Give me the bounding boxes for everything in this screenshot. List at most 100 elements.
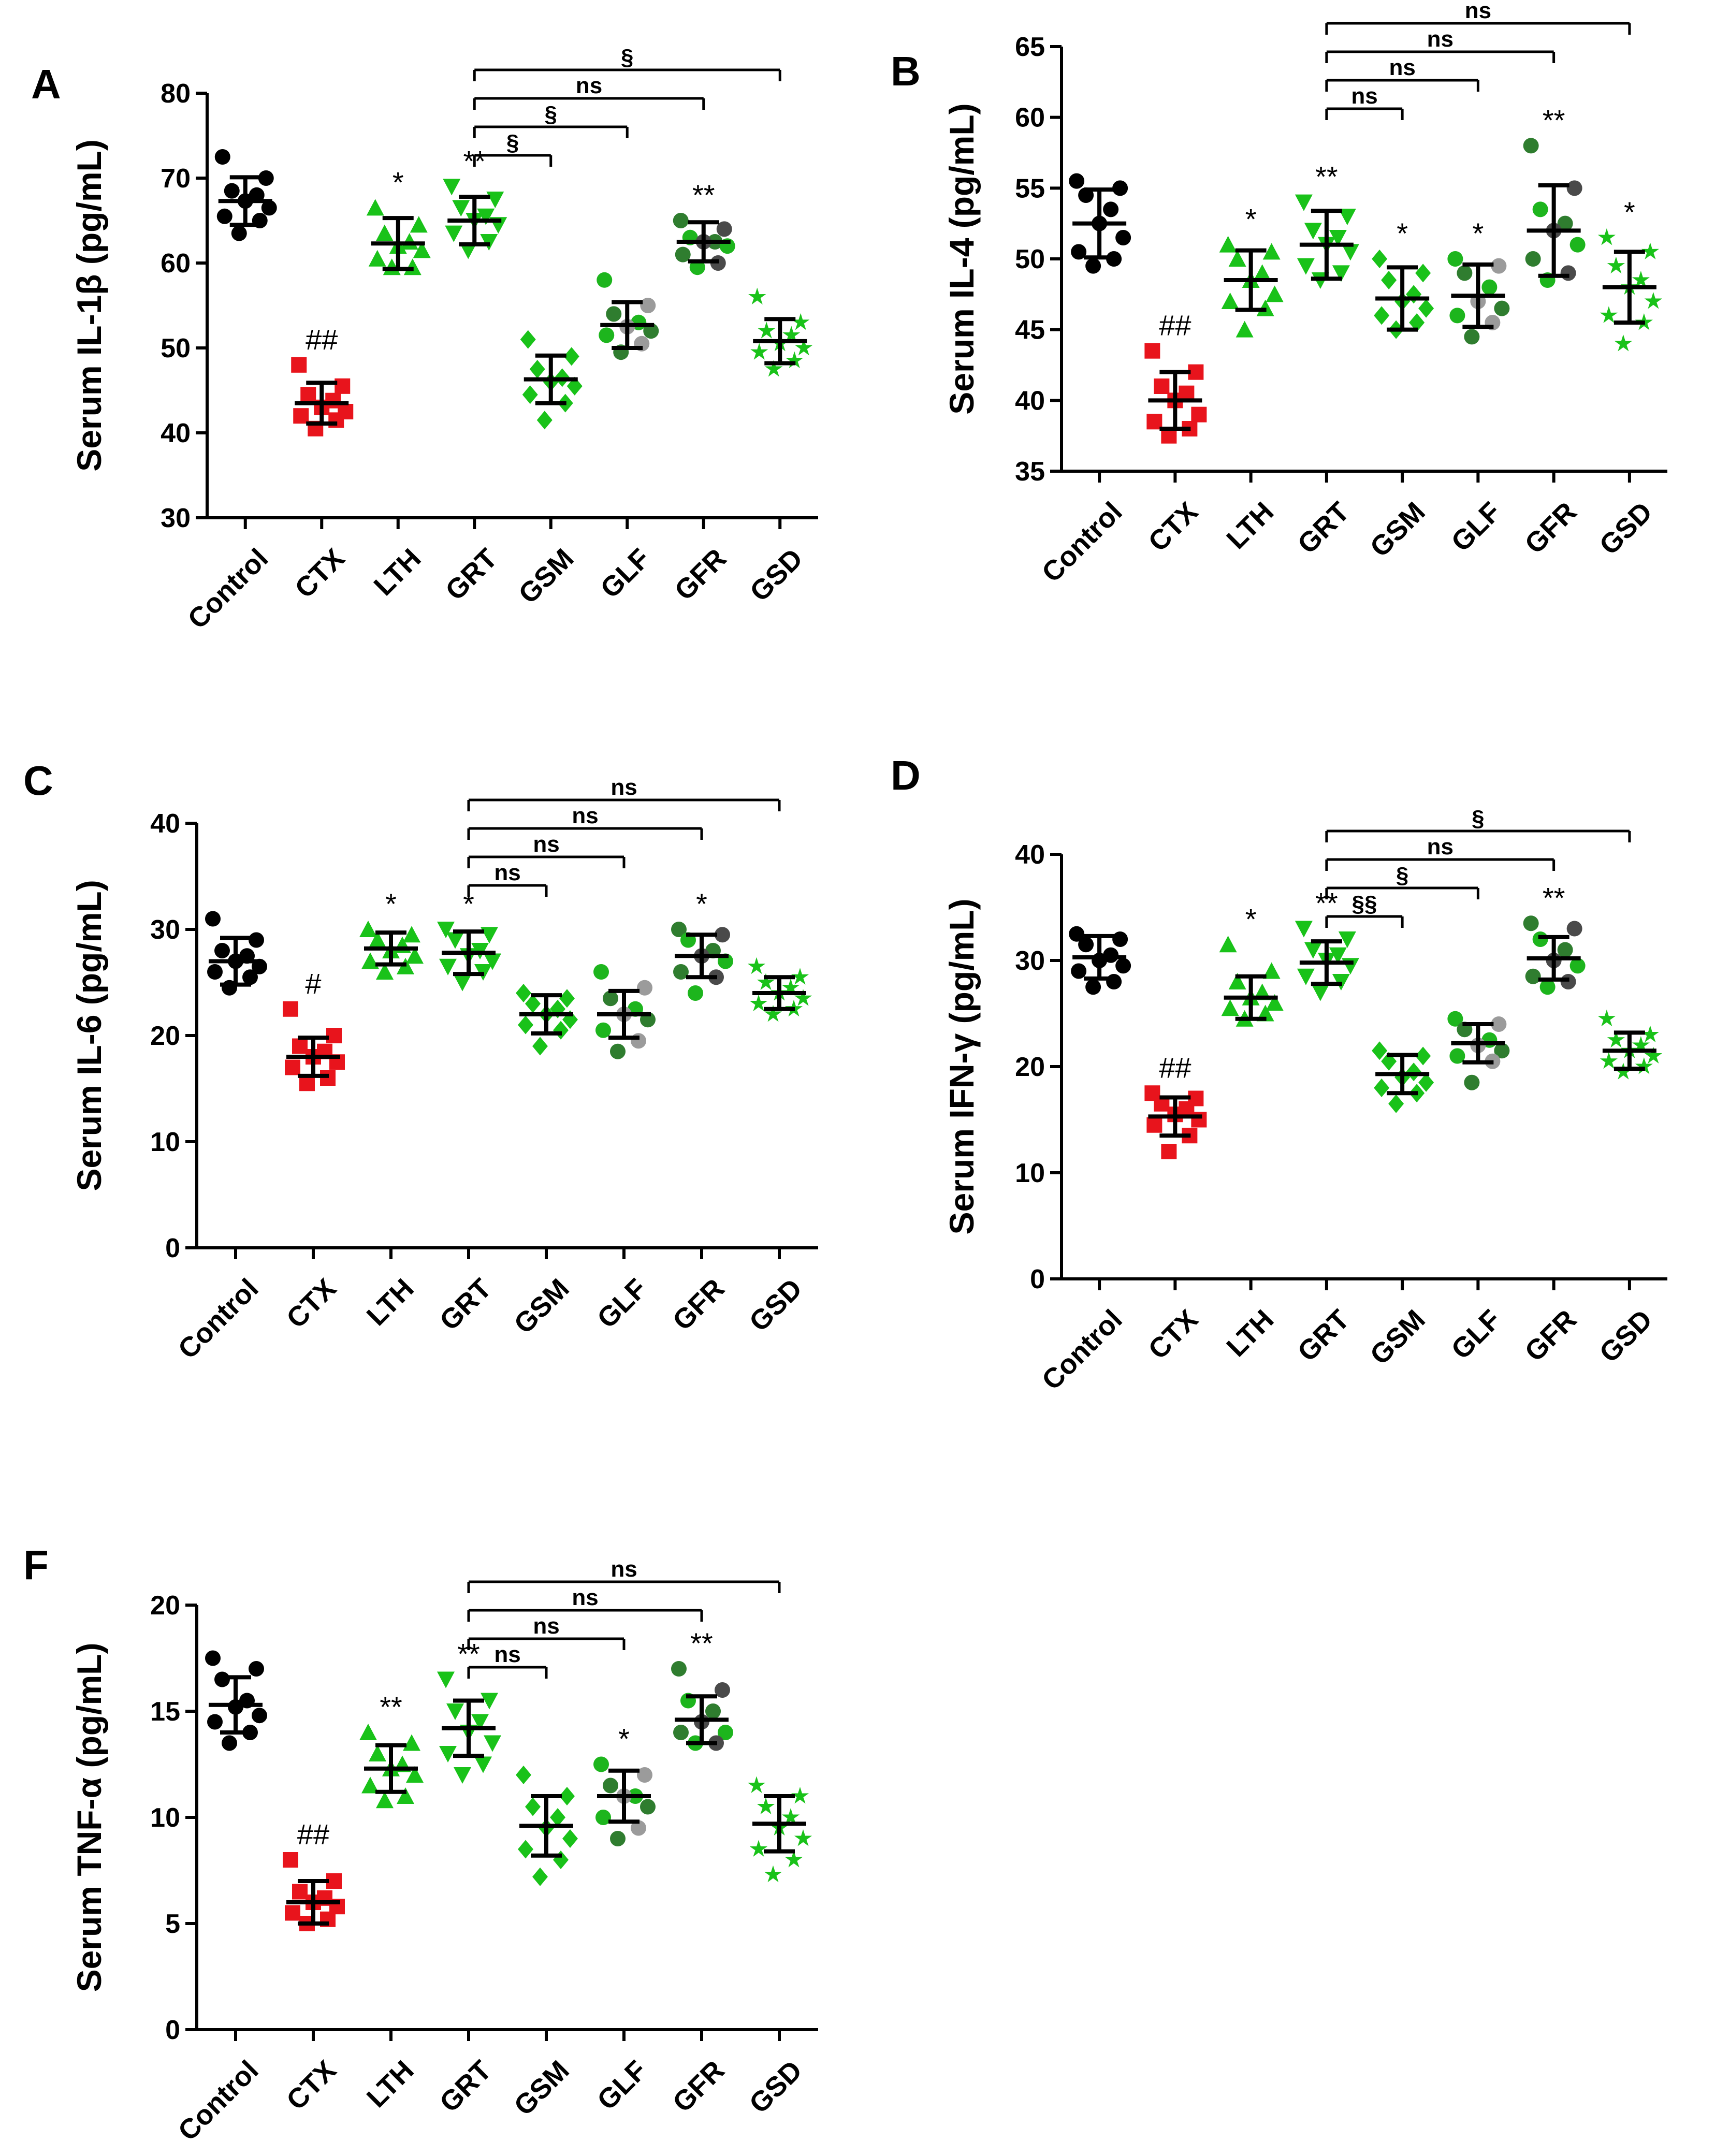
x-tick-label: GSM: [513, 543, 579, 609]
data-point: [781, 1808, 800, 1825]
bracket-label: §: [621, 45, 633, 70]
data-point: [1112, 180, 1128, 196]
data-point: [610, 1831, 626, 1846]
data-point: [474, 1756, 492, 1773]
data-point: [375, 224, 394, 241]
x-tick-label: Control: [172, 2055, 264, 2147]
data-point: [1374, 1079, 1390, 1097]
data-point: [640, 298, 656, 313]
data-point: [1191, 1112, 1207, 1128]
data-point: [705, 1703, 721, 1719]
data-point: [376, 1791, 394, 1809]
x-tick-label: GLF: [1445, 1304, 1507, 1365]
bracket-label: §: [1396, 863, 1408, 888]
data-point: [1069, 926, 1085, 942]
y-tick-label: 60: [161, 249, 191, 279]
data-point: [1219, 236, 1237, 253]
data-point: [1597, 1009, 1616, 1027]
data-point: [1372, 250, 1388, 268]
x-tick-label: GSM: [1364, 1304, 1431, 1371]
bracket-label: ns: [533, 832, 559, 857]
data-point: [1644, 292, 1662, 309]
data-point: [1641, 1025, 1659, 1043]
y-tick-label: 35: [1015, 457, 1045, 487]
data-point: [1491, 258, 1507, 274]
group-gsm: [516, 1766, 578, 1886]
data-point: [1566, 180, 1582, 196]
y-tick-label: 20: [1015, 1052, 1045, 1082]
y-tick-label: 70: [161, 164, 191, 194]
group-ctx: ##: [283, 1818, 345, 1931]
comparison-bracket: §: [1325, 863, 1479, 899]
data-point: [1632, 271, 1650, 288]
group-gfr: **: [1523, 881, 1586, 995]
x-tick-label: GRT: [1291, 496, 1355, 560]
x-tick-label: LTH: [368, 543, 427, 602]
data-point: [299, 1075, 315, 1091]
x-tick-label: GLF: [1445, 496, 1507, 558]
x-tick-label: GFR: [667, 1273, 731, 1336]
comparison-bracket: §§: [1325, 891, 1404, 928]
data-point: [518, 1840, 533, 1859]
x-tick-label: GSD: [743, 1273, 808, 1337]
data-point: [1341, 244, 1359, 261]
data-point: [1329, 947, 1347, 964]
data-point: [484, 953, 501, 970]
data-point: [410, 216, 428, 233]
group-control: [214, 149, 277, 241]
data-point: [758, 322, 776, 339]
data-point: [406, 1766, 424, 1783]
data-point: [1539, 979, 1556, 995]
panel-letter: A: [31, 61, 61, 107]
group-lth: *: [1219, 203, 1284, 338]
data-point: [563, 347, 579, 366]
group-gsd: [1597, 1009, 1662, 1080]
significance-label: **: [1543, 104, 1565, 136]
data-point: [320, 1070, 336, 1086]
y-tick-label: 10: [150, 1803, 180, 1833]
data-point: [252, 1708, 267, 1724]
comparison-bracket: ns: [473, 73, 705, 110]
data-point: [1614, 1062, 1632, 1080]
x-tick-label: GLF: [594, 543, 656, 604]
x-tick-label: Control: [1036, 1304, 1128, 1396]
group-gsm: [520, 330, 583, 430]
comparison-bracket: ns: [467, 1585, 703, 1622]
x-tick-label: GSD: [1593, 1304, 1658, 1368]
y-tick-label: 45: [1015, 315, 1045, 345]
comparison-bracket: ns: [1325, 834, 1556, 871]
data-point: [439, 1746, 457, 1762]
data-point: [443, 179, 461, 196]
data-point: [1607, 256, 1625, 274]
data-point: [536, 411, 553, 430]
data-point: [361, 1776, 379, 1794]
data-point: [1525, 251, 1541, 267]
group-glf: *: [593, 1723, 656, 1846]
data-point: [359, 921, 377, 937]
data-point: [1221, 293, 1239, 309]
group-gfr: **: [673, 179, 735, 275]
data-point: [1332, 265, 1350, 282]
data-point: [1406, 1062, 1422, 1082]
group-grt: **: [437, 1638, 501, 1784]
data-point: [231, 225, 247, 241]
x-tick-label: Control: [1036, 496, 1128, 588]
group-ctx: ##: [1144, 1051, 1207, 1159]
data-point: [1071, 244, 1087, 260]
bracket-label: §: [545, 101, 557, 127]
y-tick-label: 50: [161, 333, 191, 363]
data-point: [1418, 299, 1434, 318]
data-point: [214, 943, 230, 958]
data-point: [452, 200, 470, 217]
x-tick-label: GSM: [508, 2055, 575, 2121]
data-point: [764, 1005, 782, 1022]
data-point: [1262, 243, 1281, 260]
y-tick-label: 30: [1015, 946, 1045, 976]
y-tick-label: 40: [150, 809, 180, 839]
data-point: [1253, 264, 1271, 281]
data-point: [1560, 974, 1576, 989]
data-point: [791, 968, 809, 985]
x-tick-label: GLF: [591, 1273, 653, 1334]
data-point: [532, 1867, 548, 1886]
